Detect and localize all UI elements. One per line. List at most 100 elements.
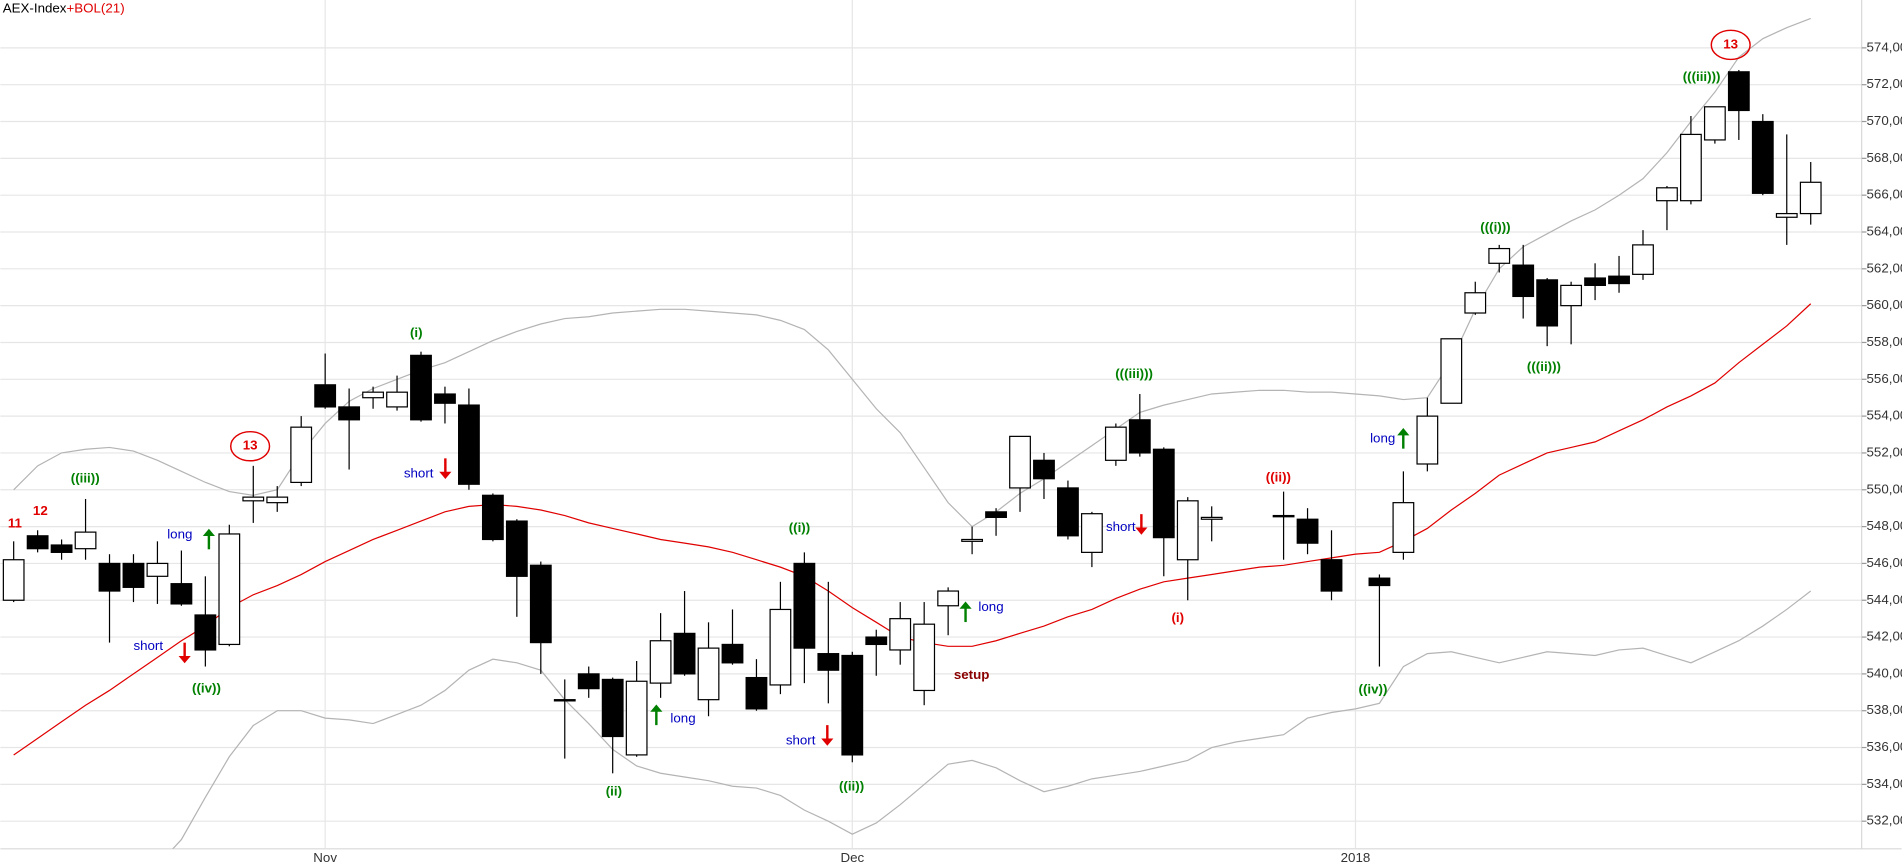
- annotation: 13: [1723, 36, 1738, 51]
- annotation: ((ii)): [1266, 469, 1291, 484]
- y-tick-label: 572,00: [1867, 76, 1902, 91]
- candle-body: [841, 654, 864, 756]
- candle-body: [194, 614, 217, 651]
- y-tick-label: 570,00: [1867, 113, 1902, 128]
- annotation: long: [670, 711, 695, 726]
- candle-body: [50, 544, 73, 553]
- annotation: short: [133, 638, 163, 653]
- candle-body: [1057, 487, 1079, 537]
- y-tick-label: 560,00: [1867, 297, 1902, 312]
- title-text: AEX-Index: [3, 0, 67, 15]
- y-tick-label: 554,00: [1867, 408, 1902, 423]
- band-upper: [13, 17, 1811, 528]
- candle-body: [865, 636, 888, 646]
- candle-body: [1080, 513, 1103, 553]
- candle-body: [1464, 292, 1487, 314]
- band-lower: [172, 590, 1812, 849]
- candle-body: [1009, 435, 1031, 489]
- annotation: short: [404, 466, 434, 481]
- indicator-text: +BOL(21): [66, 0, 124, 15]
- candle-body: [74, 531, 97, 550]
- y-tick-label: 548,00: [1867, 518, 1902, 533]
- candle-body: [170, 583, 193, 605]
- candle-body: [266, 496, 289, 504]
- candle-body: [793, 562, 816, 649]
- y-tick-label: 536,00: [1867, 739, 1902, 754]
- candle-body: [2, 559, 25, 601]
- candle-body: [1632, 244, 1654, 275]
- candle-body: [1775, 212, 1798, 218]
- candle-body: [697, 647, 720, 701]
- candle-body: [26, 535, 49, 550]
- candle-body: [1608, 275, 1630, 285]
- y-tick-label: 532,00: [1867, 813, 1902, 828]
- x-tick-label: Nov: [313, 850, 337, 865]
- y-tick-label: 564,00: [1867, 224, 1902, 239]
- candle-body: [122, 562, 145, 588]
- arrow-head: [202, 528, 215, 536]
- arrow-head: [1135, 527, 1148, 535]
- y-tick-label: 574,00: [1867, 39, 1902, 54]
- annotation: setup: [954, 667, 990, 682]
- candle-body: [1416, 415, 1439, 465]
- annotation: (((i))): [1480, 219, 1510, 234]
- y-tick-label: 544,00: [1867, 592, 1902, 607]
- candle-body: [1128, 419, 1151, 454]
- annotation: short: [1106, 519, 1136, 534]
- x-tick-label: 2018: [1341, 850, 1371, 865]
- candle-body: [1799, 181, 1822, 215]
- y-tick-label: 566,00: [1867, 187, 1902, 202]
- candle-body: [1560, 284, 1583, 307]
- title: AEX-Index+BOL(21): [3, 0, 125, 15]
- candle-body: [290, 426, 313, 484]
- candle-body: [553, 699, 576, 702]
- candle-body: [721, 643, 744, 664]
- candle-body: [913, 623, 936, 692]
- candle-body: [1727, 71, 1750, 112]
- candle-body: [961, 538, 984, 542]
- y-tick-label: 568,00: [1867, 150, 1902, 165]
- candle-body: [218, 533, 241, 646]
- annotation: ((i)): [789, 520, 810, 535]
- band-middle: [13, 303, 1812, 756]
- annotation: (ii): [606, 783, 622, 798]
- candle-body: [505, 520, 528, 577]
- arrow-head: [1397, 428, 1410, 436]
- y-tick-label: 552,00: [1867, 444, 1902, 459]
- candle-body: [601, 678, 624, 738]
- arrow-head: [650, 704, 663, 712]
- arrow-head: [821, 738, 834, 746]
- candle-body: [98, 562, 121, 592]
- candle-body: [386, 391, 408, 408]
- candle-body: [1296, 518, 1319, 544]
- annotation: long: [978, 599, 1003, 614]
- arrow-head: [178, 656, 191, 664]
- candle-body: [1176, 500, 1199, 561]
- annotation: long: [1370, 430, 1395, 445]
- candle-body: [985, 511, 1007, 518]
- candle-body: [1200, 516, 1223, 520]
- candle-body: [434, 393, 456, 404]
- annotation: ((iii)): [71, 470, 100, 485]
- y-tick-label: 558,00: [1867, 334, 1902, 349]
- y-tick-label: 540,00: [1867, 665, 1902, 680]
- candle-body: [673, 632, 696, 675]
- candle-body: [1104, 426, 1127, 461]
- candle-body: [1703, 106, 1726, 141]
- candle-body: [817, 653, 840, 671]
- annotation: (((iii))): [1115, 366, 1153, 381]
- arrow-head: [439, 471, 452, 479]
- annotation: long: [167, 526, 192, 541]
- candle-body: [1152, 448, 1175, 539]
- candle-body: [625, 680, 648, 756]
- annotation: (i): [410, 325, 423, 340]
- annotation-circle: [1710, 29, 1751, 61]
- candle-body: [889, 618, 912, 651]
- annotations: 11 12 ((iii)) long short ((iv)) 13 (i) short (ii)…: [8, 29, 1751, 798]
- candle-body: [1488, 247, 1511, 264]
- candle-body: [1033, 459, 1055, 480]
- candle-body: [1320, 559, 1343, 592]
